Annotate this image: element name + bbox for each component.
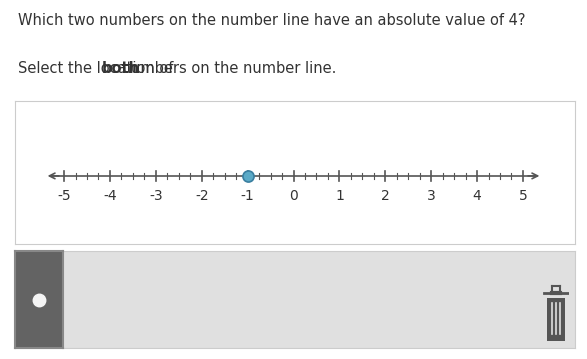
Text: 4: 4 — [473, 189, 481, 203]
Text: 1: 1 — [335, 189, 344, 203]
Text: -2: -2 — [195, 189, 208, 203]
Text: both: both — [102, 61, 140, 76]
Text: -4: -4 — [103, 189, 117, 203]
Text: 0: 0 — [289, 189, 298, 203]
Text: Select the location of: Select the location of — [18, 61, 178, 76]
Text: numbers on the number line.: numbers on the number line. — [117, 61, 336, 76]
Text: -3: -3 — [149, 189, 163, 203]
Text: 2: 2 — [381, 189, 390, 203]
Text: 3: 3 — [427, 189, 436, 203]
Text: -5: -5 — [57, 189, 71, 203]
Text: Which two numbers on the number line have an absolute value of 4?: Which two numbers on the number line hav… — [18, 13, 525, 28]
Text: -1: -1 — [241, 189, 255, 203]
FancyBboxPatch shape — [547, 298, 565, 341]
Text: 5: 5 — [518, 189, 527, 203]
